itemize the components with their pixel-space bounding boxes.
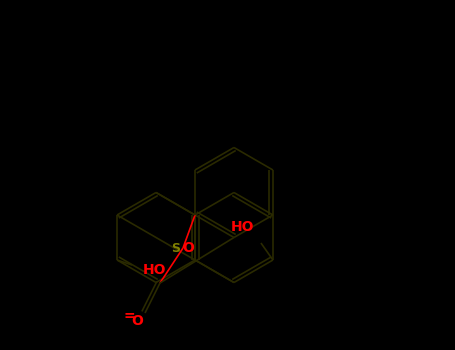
Text: O: O	[182, 241, 194, 255]
Text: S: S	[171, 242, 180, 255]
Text: HO: HO	[231, 220, 255, 234]
Text: HO: HO	[142, 263, 166, 277]
Text: O: O	[131, 314, 143, 328]
Text: =: =	[123, 309, 135, 323]
